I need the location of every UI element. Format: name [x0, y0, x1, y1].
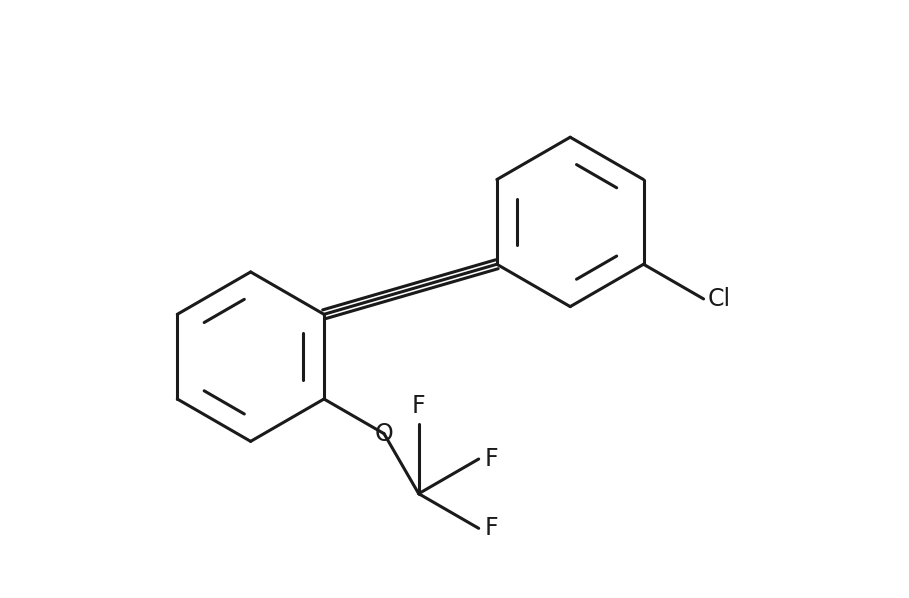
- Text: Cl: Cl: [707, 287, 731, 311]
- Text: F: F: [484, 447, 498, 471]
- Text: F: F: [484, 516, 498, 541]
- Text: O: O: [375, 422, 394, 446]
- Text: F: F: [412, 394, 425, 418]
